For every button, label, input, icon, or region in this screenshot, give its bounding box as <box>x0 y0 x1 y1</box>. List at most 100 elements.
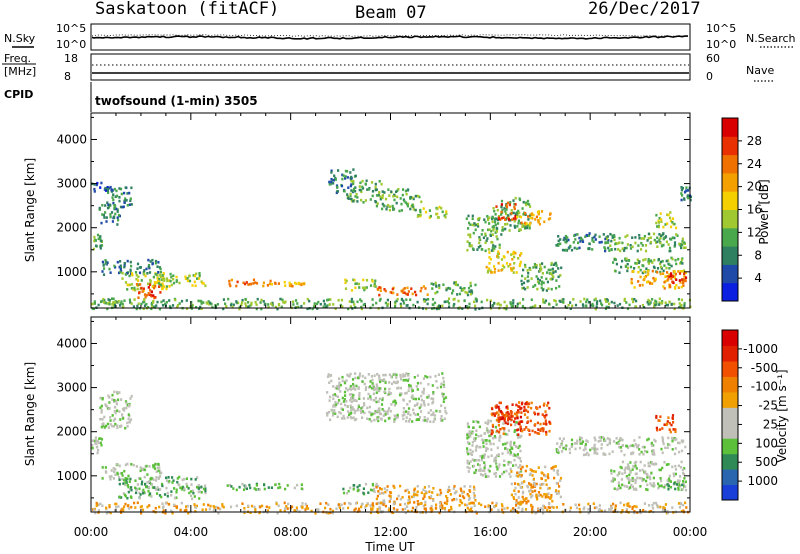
data-cell <box>202 487 206 491</box>
data-cell <box>416 388 419 391</box>
data-cell <box>674 430 677 434</box>
data-cell <box>516 453 519 456</box>
data-cell <box>129 477 132 481</box>
data-cell <box>185 477 188 480</box>
data-cell <box>671 465 674 469</box>
data-cell <box>652 450 655 454</box>
data-cell <box>102 213 105 217</box>
data-cell <box>244 297 247 301</box>
data-cell <box>363 288 366 292</box>
data-cell <box>667 416 670 419</box>
data-cell <box>341 408 344 411</box>
data-cell <box>361 187 365 190</box>
data-cell <box>95 439 98 442</box>
data-cell <box>498 418 501 422</box>
data-cell <box>547 401 550 405</box>
data-cell <box>683 477 686 480</box>
data-cell <box>229 505 233 509</box>
data-cell <box>509 442 512 446</box>
data-cell <box>661 438 664 441</box>
data-cell <box>317 300 320 304</box>
data-cell <box>353 303 356 306</box>
data-cell <box>225 305 228 308</box>
data-cell <box>629 471 632 474</box>
data-cell <box>346 176 349 179</box>
data-cell <box>247 305 250 309</box>
data-cell <box>386 488 389 492</box>
data-cell <box>438 205 441 209</box>
data-cell <box>100 244 104 247</box>
data-cell <box>369 398 372 401</box>
data-cell <box>522 298 525 301</box>
data-cell <box>100 181 103 185</box>
data-cell <box>438 284 441 287</box>
data-cell <box>434 281 437 285</box>
data-cell <box>507 417 510 421</box>
data-cell <box>371 298 374 301</box>
data-cell <box>680 246 683 250</box>
data-cell <box>332 397 335 400</box>
data-cell <box>148 480 151 483</box>
data-cell <box>531 505 534 509</box>
data-cell <box>408 495 411 499</box>
data-cell <box>515 213 518 217</box>
data-cell <box>332 403 335 407</box>
data-cell <box>152 464 155 467</box>
data-cell <box>204 487 207 490</box>
data-cell <box>194 510 197 513</box>
data-cell <box>505 469 508 473</box>
data-cell <box>420 398 423 402</box>
data-cell <box>354 286 357 290</box>
data-cell <box>352 168 355 171</box>
data-cell <box>374 396 378 400</box>
data-cell <box>342 174 345 177</box>
data-cell <box>530 508 534 511</box>
data-cell <box>644 510 647 513</box>
data-cell <box>538 222 541 226</box>
data-cell <box>659 236 662 240</box>
data-cell <box>113 216 116 219</box>
data-cell <box>150 294 153 297</box>
data-cell <box>514 482 517 485</box>
data-cell <box>547 217 550 221</box>
data-cell <box>675 262 678 266</box>
data-cell <box>626 444 629 448</box>
data-cell <box>456 283 459 287</box>
data-cell <box>242 488 246 491</box>
data-cell <box>660 267 663 270</box>
data-cell <box>107 203 110 206</box>
data-cell <box>167 502 171 506</box>
data-cell <box>387 409 390 413</box>
data-cell <box>661 300 664 303</box>
data-cell <box>432 392 435 396</box>
data-cell <box>443 214 446 217</box>
data-cell <box>135 465 138 468</box>
data-cell <box>175 505 178 509</box>
data-cell <box>157 488 160 491</box>
data-cell <box>519 228 522 232</box>
data-cell <box>466 506 469 510</box>
data-cell <box>480 434 483 437</box>
data-cell <box>416 493 419 497</box>
data-cell <box>506 441 509 445</box>
data-cell <box>114 305 117 308</box>
data-cell <box>159 270 162 274</box>
data-cell <box>489 234 492 237</box>
data-cell <box>520 411 523 414</box>
data-cell <box>544 419 547 422</box>
data-cell <box>342 414 345 418</box>
data-cell <box>448 489 451 492</box>
data-cell <box>141 508 145 512</box>
data-cell <box>387 302 390 306</box>
data-cell <box>356 485 359 489</box>
colorbar-tick-label: 25 <box>763 417 778 431</box>
data-cell <box>412 412 415 415</box>
data-cell <box>360 299 363 303</box>
data-cell <box>472 420 475 423</box>
x-tick-label: 00:00 <box>673 525 708 539</box>
data-cell <box>127 417 130 420</box>
data-cell <box>427 485 431 488</box>
data-cell <box>676 441 680 445</box>
